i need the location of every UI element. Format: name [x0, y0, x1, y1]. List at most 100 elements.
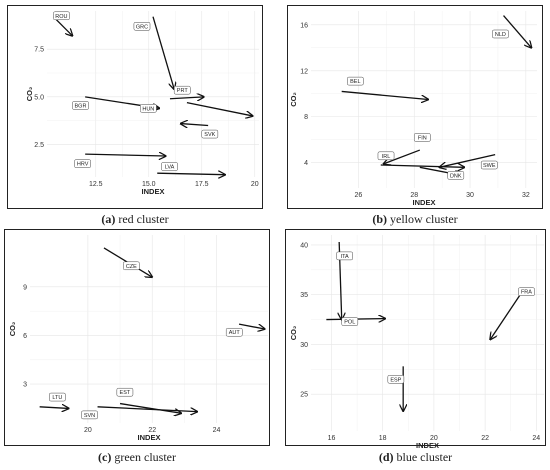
- label-box: [336, 251, 353, 261]
- label-box: [140, 104, 157, 113]
- x-axis-title: INDEX: [416, 441, 439, 450]
- y-tick-label: 3: [23, 382, 27, 389]
- label-text: DNK: [450, 173, 462, 179]
- country-label-swe: SWE: [480, 160, 498, 170]
- y-tick-label: 35: [300, 292, 308, 299]
- country-label-est: EST: [116, 387, 134, 397]
- label-text: SVK: [204, 132, 215, 138]
- label-text: HUN: [142, 106, 154, 112]
- y-tick-label: 4: [304, 160, 308, 167]
- x-tick-label: 15.0: [142, 181, 156, 188]
- label-box: [72, 101, 89, 110]
- label-text: SWE: [483, 163, 496, 169]
- country-label-prt: PRT: [173, 85, 191, 95]
- chart-caption: (b) yellow cluster: [287, 212, 543, 227]
- label-text: GRC: [136, 24, 148, 30]
- panel-d: 16 18 20 22 24 25 30 35 40 INDEX CO₂ ITA FRA POL ESP (…: [285, 229, 546, 470]
- x-tick-label: 20: [251, 181, 259, 188]
- caption-text: yellow cluster: [390, 212, 458, 226]
- x-tick-label: 20: [84, 427, 92, 434]
- y-tick-label: 5.0: [34, 94, 44, 101]
- x-axis-title: INDEX: [413, 198, 436, 207]
- arrow-ltu: [39, 407, 69, 409]
- label-text: NLD: [495, 32, 506, 38]
- country-label-cze: CZE: [123, 261, 140, 271]
- country-label-svn: SVN: [81, 410, 98, 420]
- label-text: CZE: [126, 264, 137, 270]
- x-axis-title: INDEX: [138, 433, 161, 442]
- x-tick-label: 22: [148, 427, 156, 434]
- arrow-bel: [341, 90, 428, 99]
- caption-text: red cluster: [118, 212, 169, 226]
- gridlines: [47, 11, 259, 177]
- label-box: [377, 151, 395, 161]
- chart-svg: 12.5 15.0 17.5 20 2.5 5.0 7.5 INDEX CO₂ ROU GRC PRT…: [25, 11, 259, 196]
- chart-caption: (d) blue cluster: [285, 450, 546, 465]
- panel-a: 12.5 15.0 17.5 20 2.5 5.0 7.5 INDEX CO₂ ROU GRC PRT…: [7, 5, 263, 241]
- x-tick-label: 16: [328, 435, 336, 442]
- country-label-bel: BEL: [347, 76, 364, 86]
- label-box: [53, 11, 70, 21]
- country-label-fra: FRA: [518, 287, 535, 296]
- y-tick-label: 40: [300, 242, 308, 249]
- label-text: LTU: [52, 395, 62, 401]
- country-label-pol: POL: [341, 317, 359, 326]
- country-label-ltu: LTU: [49, 392, 66, 402]
- label-box: [518, 287, 535, 296]
- label-text: PRT: [177, 88, 189, 94]
- country-label-hrv: HRV: [74, 159, 91, 168]
- country-label-rou: ROU: [53, 11, 70, 21]
- caption-letter: (d): [378, 450, 394, 464]
- chart-frame: [285, 229, 546, 446]
- label-text: HRV: [77, 162, 89, 168]
- chart-frame: [4, 229, 270, 446]
- label-text: LVA: [165, 165, 175, 171]
- y-tick-label: 25: [300, 392, 308, 399]
- label-box: [161, 162, 178, 171]
- x-tick-label: 12.5: [89, 181, 103, 188]
- country-label-grc: GRC: [133, 22, 151, 31]
- arrow-grc: [152, 16, 174, 90]
- country-label-ita: ITA: [336, 251, 353, 261]
- y-tick-label: 12: [300, 68, 308, 75]
- arrow-prt: [169, 97, 204, 99]
- gridlines: [311, 235, 544, 431]
- label-text: BGR: [75, 103, 87, 109]
- label-box: [74, 159, 91, 168]
- caption-text: green cluster: [114, 450, 176, 464]
- panel-c: 20 22 24 3 6 9 INDEX CO₂ CZE AUT LTU EST SVN (c) gre…: [4, 229, 270, 470]
- x-tick-label: 22: [481, 435, 489, 442]
- y-axis-title: CO₂: [289, 92, 298, 107]
- x-tick-label: 28: [410, 192, 418, 199]
- label-text: AUT: [229, 330, 241, 336]
- country-label-lva: LVA: [161, 162, 178, 171]
- y-axis-title: CO₂: [25, 87, 34, 102]
- label-box: [413, 133, 431, 142]
- gridlines: [311, 11, 537, 188]
- y-tick-label: 7.5: [34, 47, 44, 54]
- label-text: BEL: [350, 79, 360, 85]
- label-text: EST: [120, 390, 131, 396]
- label-box: [347, 76, 364, 86]
- arrow-svk: [181, 124, 209, 126]
- label-box: [341, 317, 359, 326]
- y-tick-label: 2.5: [34, 142, 44, 149]
- label-box: [116, 387, 134, 397]
- x-tick-label: 18: [379, 435, 387, 442]
- arrow-aut: [238, 323, 265, 329]
- y-axis-title: CO₂: [289, 326, 298, 341]
- chart-svg: 26 28 30 32 4 8 12 16 INDEX CO₂ NLD BEL FIN IRL DNK SWE: [289, 11, 537, 207]
- caption-text: blue cluster: [396, 450, 453, 464]
- label-text: SVN: [84, 413, 95, 419]
- gridlines: [30, 235, 268, 423]
- y-tick-label: 8: [304, 114, 308, 121]
- label-box: [447, 171, 465, 180]
- country-label-esp: ESP: [387, 375, 405, 384]
- label-box: [123, 261, 140, 271]
- chart-svg: 20 22 24 3 6 9 INDEX CO₂ CZE AUT LTU EST SVN: [8, 235, 268, 442]
- caption-letter: (b): [372, 212, 387, 226]
- x-tick-label: 24: [213, 427, 221, 434]
- chart-caption: (a) red cluster: [7, 212, 263, 227]
- label-text: ROU: [55, 14, 67, 20]
- x-tick-label: 24: [532, 435, 540, 442]
